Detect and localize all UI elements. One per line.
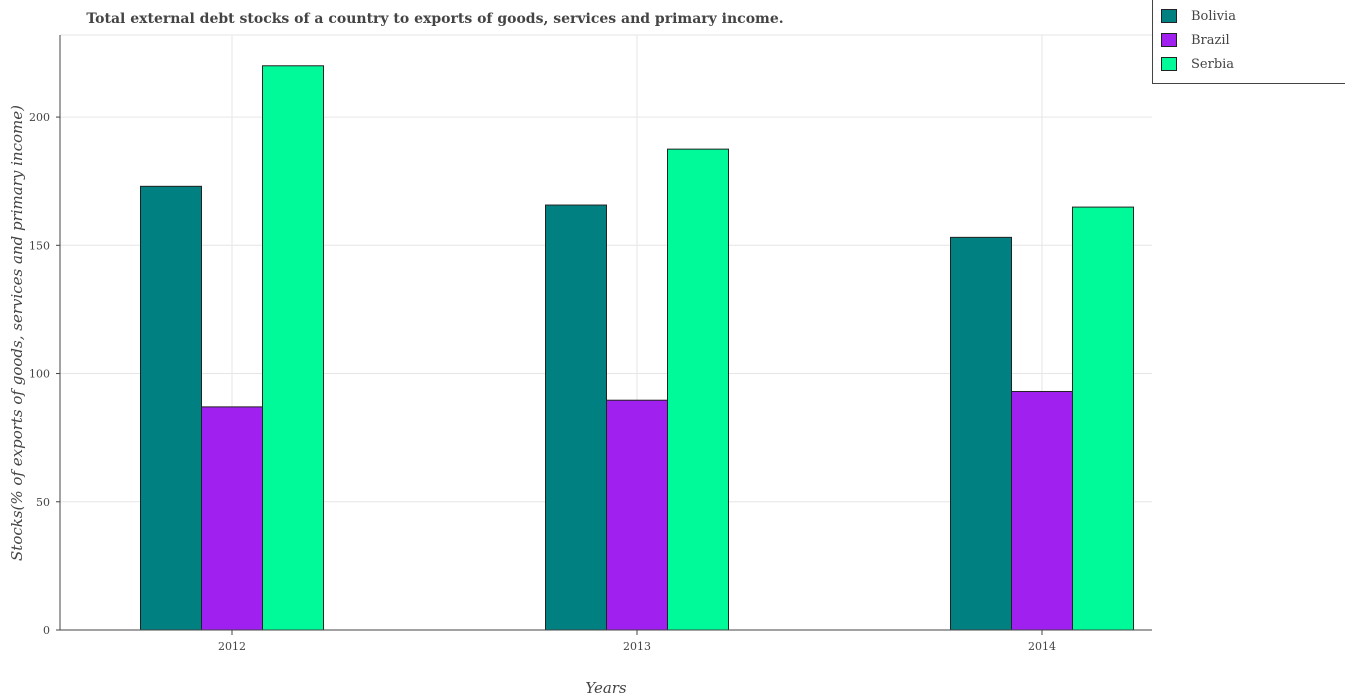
bar-serbia-2014	[1072, 206, 1134, 631]
y-tick-label: 100	[29, 368, 50, 381]
bar-bolivia-2014	[950, 236, 1012, 631]
bar-bolivia-2013	[545, 204, 607, 631]
y-tick-label: 150	[29, 239, 50, 252]
legend: Bolivia Brazil Serbia	[1152, 0, 1345, 84]
bar-brazil-2014	[1011, 390, 1073, 631]
axes-group: 0 50 100 150 200 2012 2013 2014	[29, 35, 1152, 653]
x-axis-label: Years	[585, 679, 627, 697]
x-tick-label: 2013	[623, 640, 651, 653]
legend-swatch	[1161, 9, 1177, 23]
legend-label: Serbia	[1191, 56, 1235, 72]
legend-item-bolivia: Bolivia	[1161, 6, 1337, 26]
y-tick-label: 200	[29, 111, 50, 124]
legend-item-serbia: Serbia	[1161, 54, 1337, 74]
x-tick-label: 2014	[1028, 640, 1056, 653]
y-tick-label: 50	[36, 496, 50, 509]
x-tick-label: 2012	[218, 640, 246, 653]
legend-item-brazil: Brazil	[1161, 30, 1337, 50]
bar-bolivia-2012	[140, 185, 202, 631]
bar-brazil-2013	[606, 399, 668, 631]
y-tick-label: 0	[43, 624, 50, 637]
legend-swatch	[1161, 33, 1177, 47]
y-axis-label: Stocks(% of exports of goods, services a…	[8, 105, 26, 561]
legend-swatch	[1161, 57, 1177, 71]
legend-label: Brazil	[1191, 32, 1230, 48]
bar-serbia-2012	[262, 65, 324, 631]
bar-brazil-2012	[201, 406, 263, 631]
bars-group	[140, 65, 1134, 631]
bar-serbia-2013	[667, 148, 729, 631]
chart-title: Total external debt stocks of a country …	[86, 11, 783, 27]
legend-label: Bolivia	[1191, 8, 1236, 24]
